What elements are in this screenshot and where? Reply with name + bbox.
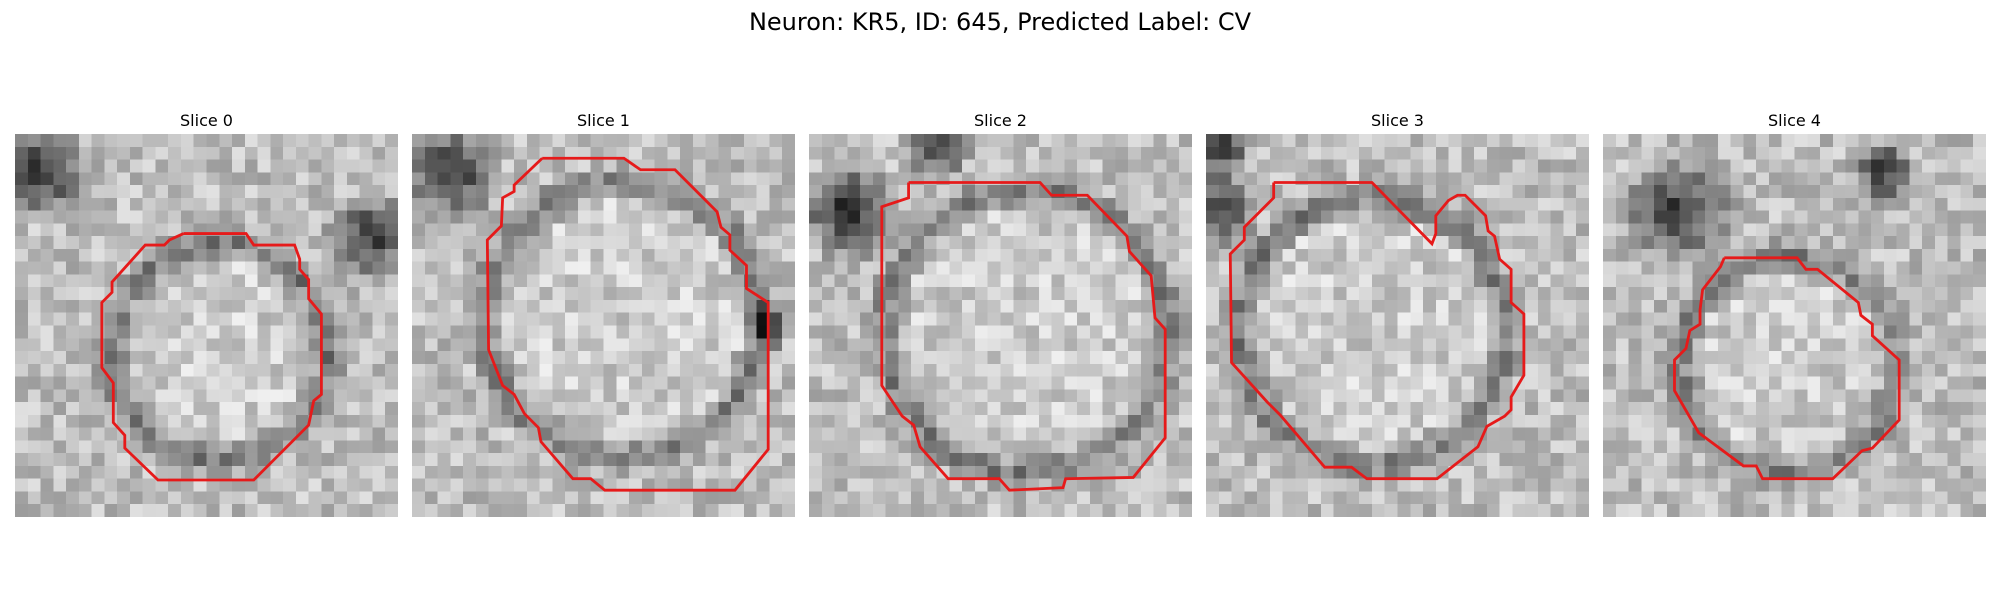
slice-image — [15, 134, 398, 517]
slice-image — [809, 134, 1192, 517]
slice-image — [1603, 134, 1986, 517]
slice-title: Slice 4 — [1768, 111, 1821, 130]
slice-panel-2: Slice 2 — [809, 108, 1192, 517]
slice-image — [412, 134, 795, 517]
figure-title: Neuron: KR5, ID: 645, Predicted Label: C… — [748, 8, 1252, 36]
slice-title: Slice 2 — [974, 111, 1027, 130]
slice-panel-1: Slice 1 — [412, 108, 795, 517]
slice-title: Slice 1 — [577, 111, 630, 130]
slice-title: Slice 3 — [1371, 111, 1424, 130]
slice-image — [1206, 134, 1589, 517]
slice-panel-3: Slice 3 — [1206, 108, 1589, 517]
slice-panel-4: Slice 4 — [1603, 108, 1986, 517]
slice-title: Slice 0 — [180, 111, 233, 130]
slice-panel-0: Slice 0 — [15, 108, 398, 517]
